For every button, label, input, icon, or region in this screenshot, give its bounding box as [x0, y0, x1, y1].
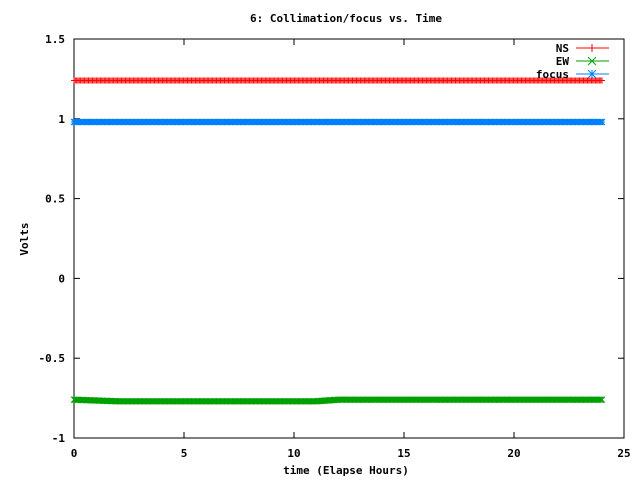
y-tick-label: 1.5	[45, 33, 65, 46]
x-tick-label: 15	[397, 447, 410, 460]
x-axis-label: time (Elapse Hours)	[283, 464, 409, 477]
x-tick-label: 25	[617, 447, 630, 460]
data-point	[599, 77, 605, 84]
y-axis-label: Volts	[18, 222, 31, 255]
y-tick-label: 0	[58, 272, 65, 285]
legend-label: EW	[556, 55, 570, 68]
legend-marker	[587, 69, 597, 79]
legend-label: NS	[556, 42, 569, 55]
y-tick-label: 0.5	[45, 193, 65, 206]
plot-frame	[73, 38, 625, 439]
data-point	[597, 396, 605, 404]
x-tick-label: 0	[71, 447, 78, 460]
legend-marker	[588, 44, 596, 52]
axes: 0 5 10 15 20 25 -1 -0.5 0 0.5 1 1.5	[39, 33, 631, 460]
x-tick-label: 20	[507, 447, 520, 460]
data-point	[598, 396, 606, 404]
data-marks	[70, 77, 606, 405]
y-tick-label: -1	[52, 432, 66, 445]
y-tick-label: 1	[58, 113, 65, 126]
x-tick-label: 5	[181, 447, 188, 460]
data-point	[598, 118, 606, 126]
data-point	[596, 396, 603, 404]
series-ns	[71, 77, 605, 84]
legend-marker	[587, 56, 597, 66]
legend-label: focus	[536, 68, 569, 81]
chart-title: 6: Collimation/focus vs. Time	[250, 12, 442, 25]
x-tick-label: 10	[287, 447, 300, 460]
y-tick-label: -0.5	[39, 352, 66, 365]
series-focus	[70, 118, 606, 126]
series-ew	[70, 396, 606, 405]
